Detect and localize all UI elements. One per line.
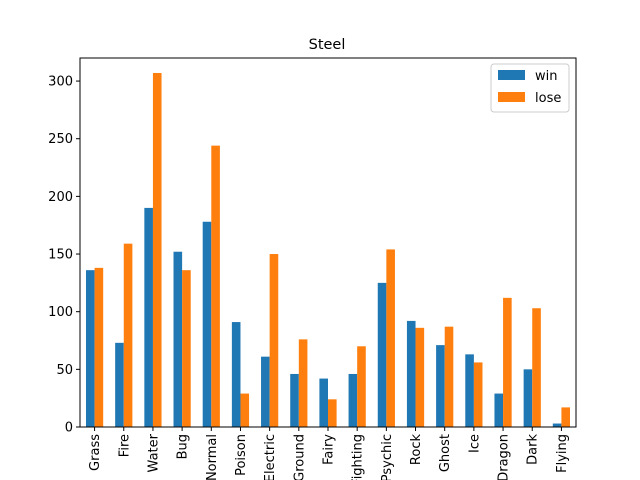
bar-win-poison [231,322,241,427]
bar-win-fairy [319,378,328,427]
legend-swatch-lose [498,92,525,102]
bar-lose-psychic [386,249,395,427]
bar-win-dark [523,369,533,427]
y-tick-label: 50 [56,363,73,378]
bar-lose-fighting [357,346,366,427]
y-axis: 0 50 100 150 200 250 300 [48,75,80,436]
bar-lose-dragon [503,297,512,427]
x-tick-label-psychic: Psychic [380,434,395,480]
bar-lose-normal [211,145,220,427]
x-tick-label-flying: Flying [555,434,570,473]
bar-win-rock [406,320,416,427]
bar-lose-bug [182,270,191,427]
x-tick-label-fighting: Fighting [351,434,366,480]
bar-lose-fire [123,243,133,427]
y-tick-label: 250 [48,132,73,147]
x-tick-label-ghost: Ghost [438,434,453,472]
bar-win-dragon [494,393,504,427]
bar-lose-fairy [328,399,337,427]
bar-lose-grass [94,267,104,427]
x-tick-label-dragon: Dragon [497,434,512,480]
plot-area-frame [79,57,577,428]
bar-lose-rock [415,327,425,427]
bar-win-grass [85,270,95,427]
x-tick-label-rock: Rock [409,434,424,466]
x-tick-label-water: Water [146,433,161,472]
bar-win-ice [465,354,474,427]
y-tick-label: 150 [48,248,73,263]
bar-win-ghost [436,345,445,427]
x-tick-label-bug: Bug [176,434,191,459]
bar-lose-ice [473,362,483,427]
bar-win-bug [173,251,183,427]
legend: win lose [490,63,570,113]
bar-lose-ghost [444,326,454,427]
y-tick-label: 0 [65,421,73,436]
x-tick-label-poison: Poison [234,434,249,476]
legend-label-win: win [535,69,557,84]
bar-lose-water [152,72,162,427]
legend-swatch-win [498,70,525,80]
bar-win-ground [290,373,299,427]
x-tick-label-normal: Normal [205,434,220,480]
x-axis: Grass Fire Water Bug Normal Poison Electric Gro… [88,427,570,480]
bar-win-fire [115,342,124,427]
bar-win-electric [261,356,270,427]
bar-win-water [144,207,153,427]
y-tick-label: 100 [48,305,73,320]
bar-lose-poison [240,393,250,427]
x-tick-label-electric: Electric [263,434,278,480]
y-tick-label: 300 [48,75,73,90]
legend-label-lose: lose [535,91,561,106]
bar-win-psychic [377,282,387,427]
bar-win-fighting [348,373,358,427]
x-tick-label-dark: Dark [526,434,541,465]
bar-lose-ground [298,339,308,427]
bar-lose-electric [269,254,279,427]
x-tick-label-fairy: Fairy [322,434,337,465]
x-tick-label-ice: Ice [467,434,482,453]
bar-win-flying [552,423,562,427]
x-tick-label-fire: Fire [117,434,132,457]
bar-lose-dark [532,308,541,427]
chart-title: Steel [309,37,346,53]
y-tick-label: 200 [48,190,73,205]
bar-win-normal [202,221,212,427]
x-tick-label-grass: Grass [88,434,103,471]
bars [85,72,571,427]
x-tick-label-ground: Ground [292,434,307,480]
bar-lose-flying [561,407,571,427]
